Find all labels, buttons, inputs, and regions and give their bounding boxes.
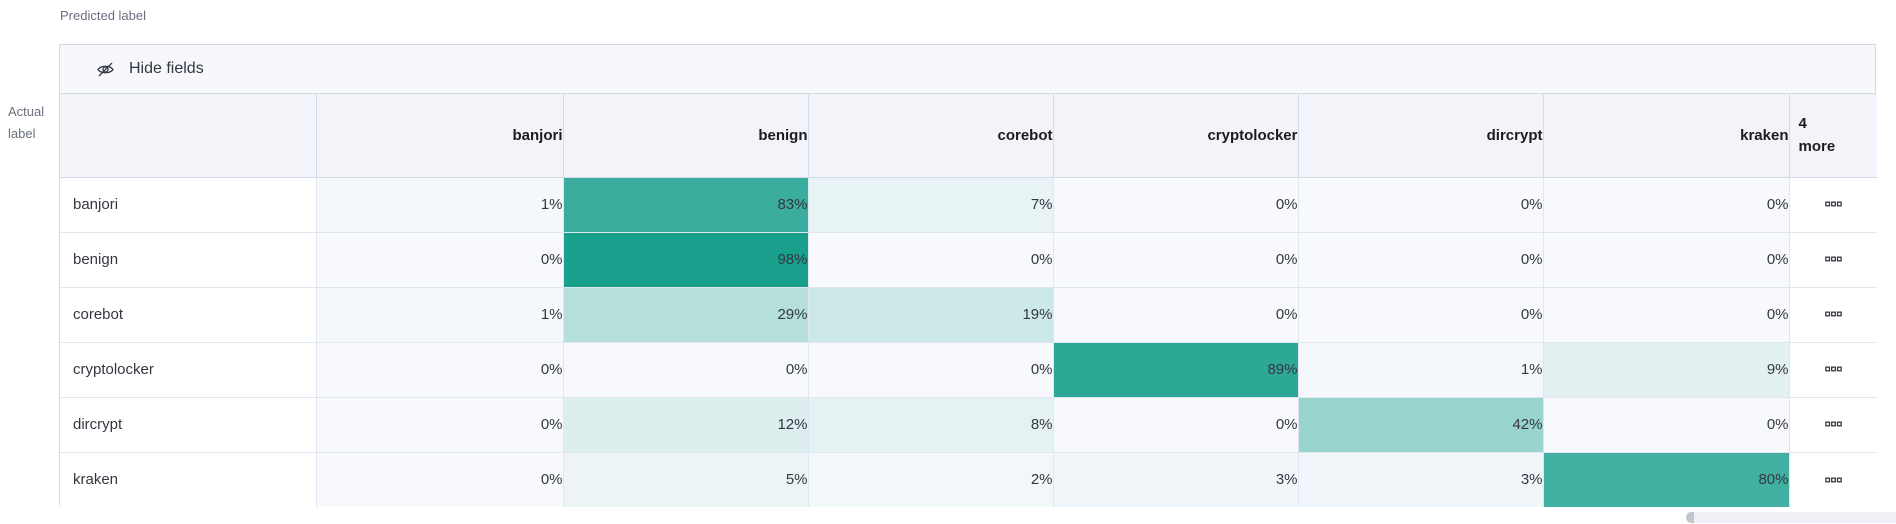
boxes-horizontal-icon xyxy=(1824,311,1842,317)
row-actions-button[interactable] xyxy=(1789,232,1877,288)
cell-dircrypt-dircrypt: 42% xyxy=(1298,397,1544,453)
column-header-kraken: kraken xyxy=(1543,94,1790,178)
cell-banjori-cryptolocker: 0% xyxy=(1053,177,1299,233)
column-header-dircrypt: dircrypt xyxy=(1298,94,1544,178)
cell-kraken-benign: 5% xyxy=(563,452,809,507)
boxes-horizontal-icon xyxy=(1824,366,1842,372)
scrollbar-thumb[interactable] xyxy=(1686,512,1694,523)
confusion-matrix-table: banjori benign corebot cryptolocker dircrypt… xyxy=(60,94,1877,507)
actual-axis-label-line2: label xyxy=(8,126,36,141)
hide-fields-label: Hide fields xyxy=(129,60,204,77)
eye-closed-icon xyxy=(97,62,114,76)
cell-cryptolocker-benign: 0% xyxy=(563,342,809,398)
hide-fields-button[interactable]: Hide fields xyxy=(60,45,1875,94)
cell-banjori-benign: 83% xyxy=(563,177,809,233)
matrix-corner-cell xyxy=(60,94,317,178)
row-header-banjori: banjori xyxy=(60,177,317,233)
row-header-benign: benign xyxy=(60,232,317,288)
cell-corebot-kraken: 0% xyxy=(1543,287,1790,343)
cell-corebot-dircrypt: 0% xyxy=(1298,287,1544,343)
row-header-cryptolocker: cryptolocker xyxy=(60,342,317,398)
predicted-axis-label: Predicted label xyxy=(60,8,146,23)
row-actions-button[interactable] xyxy=(1789,452,1877,507)
cell-kraken-cryptolocker: 3% xyxy=(1053,452,1299,507)
cell-cryptolocker-banjori: 0% xyxy=(316,342,564,398)
row-actions-button[interactable] xyxy=(1789,342,1877,398)
matrix-row-corebot: corebot 1% 29% 19% 0% 0% 0% xyxy=(60,287,1877,343)
actual-axis-label-line1: Actual xyxy=(8,104,45,119)
cell-corebot-corebot: 19% xyxy=(808,287,1054,343)
cell-benign-banjori: 0% xyxy=(316,232,564,288)
cell-kraken-banjori: 0% xyxy=(316,452,564,507)
actual-axis-label: Actual label xyxy=(8,101,44,145)
cell-cryptolocker-dircrypt: 1% xyxy=(1298,342,1544,398)
boxes-horizontal-icon xyxy=(1824,256,1842,262)
cell-benign-cryptolocker: 0% xyxy=(1053,232,1299,288)
column-header-corebot: corebot xyxy=(808,94,1054,178)
column-header-cryptolocker: cryptolocker xyxy=(1053,94,1299,178)
cell-cryptolocker-cryptolocker: 89% xyxy=(1053,342,1299,398)
row-actions-button[interactable] xyxy=(1789,397,1877,453)
cell-cryptolocker-corebot: 0% xyxy=(808,342,1054,398)
confusion-matrix-panel: Hide fields banjori benign corebot cryptolo… xyxy=(59,44,1877,507)
matrix-row-benign: benign 0% 98% 0% 0% 0% 0% xyxy=(60,232,1877,288)
row-header-dircrypt: dircrypt xyxy=(60,397,317,453)
horizontal-scrollbar[interactable] xyxy=(1686,512,1896,523)
column-header-banjori: banjori xyxy=(316,94,564,178)
cell-benign-corebot: 0% xyxy=(808,232,1054,288)
boxes-horizontal-icon xyxy=(1824,201,1842,207)
matrix-row-cryptolocker: cryptolocker 0% 0% 0% 89% 1% 9% xyxy=(60,342,1877,398)
cell-dircrypt-benign: 12% xyxy=(563,397,809,453)
cell-dircrypt-banjori: 0% xyxy=(316,397,564,453)
row-actions-button[interactable] xyxy=(1789,177,1877,233)
cell-dircrypt-cryptolocker: 0% xyxy=(1053,397,1299,453)
matrix-row-banjori: banjori 1% 83% 7% 0% 0% 0% xyxy=(60,177,1877,233)
cell-kraken-kraken: 80% xyxy=(1543,452,1790,507)
cell-banjori-banjori: 1% xyxy=(316,177,564,233)
cell-corebot-benign: 29% xyxy=(563,287,809,343)
cell-kraken-corebot: 2% xyxy=(808,452,1054,507)
cell-kraken-dircrypt: 3% xyxy=(1298,452,1544,507)
cell-corebot-cryptolocker: 0% xyxy=(1053,287,1299,343)
cell-dircrypt-corebot: 8% xyxy=(808,397,1054,453)
boxes-horizontal-icon xyxy=(1824,477,1842,482)
matrix-row-kraken: kraken 0% 5% 2% 3% 3% 80% xyxy=(60,452,1877,507)
row-header-kraken: kraken xyxy=(60,452,317,507)
cell-cryptolocker-kraken: 9% xyxy=(1543,342,1790,398)
cell-banjori-dircrypt: 0% xyxy=(1298,177,1544,233)
cell-benign-dircrypt: 0% xyxy=(1298,232,1544,288)
matrix-header-row: banjori benign corebot cryptolocker dircrypt… xyxy=(60,94,1877,178)
columns-hidden-indicator: 4 more xyxy=(1789,94,1877,178)
cell-benign-kraken: 0% xyxy=(1543,232,1790,288)
cell-banjori-kraken: 0% xyxy=(1543,177,1790,233)
matrix-row-dircrypt: dircrypt 0% 12% 8% 0% 42% 0% xyxy=(60,397,1877,453)
row-actions-button[interactable] xyxy=(1789,287,1877,343)
cell-corebot-banjori: 1% xyxy=(316,287,564,343)
column-header-benign: benign xyxy=(563,94,809,178)
boxes-horizontal-icon xyxy=(1824,421,1842,427)
cell-banjori-corebot: 7% xyxy=(808,177,1054,233)
row-header-corebot: corebot xyxy=(60,287,317,343)
cell-benign-benign: 98% xyxy=(563,232,809,288)
cell-dircrypt-kraken: 0% xyxy=(1543,397,1790,453)
